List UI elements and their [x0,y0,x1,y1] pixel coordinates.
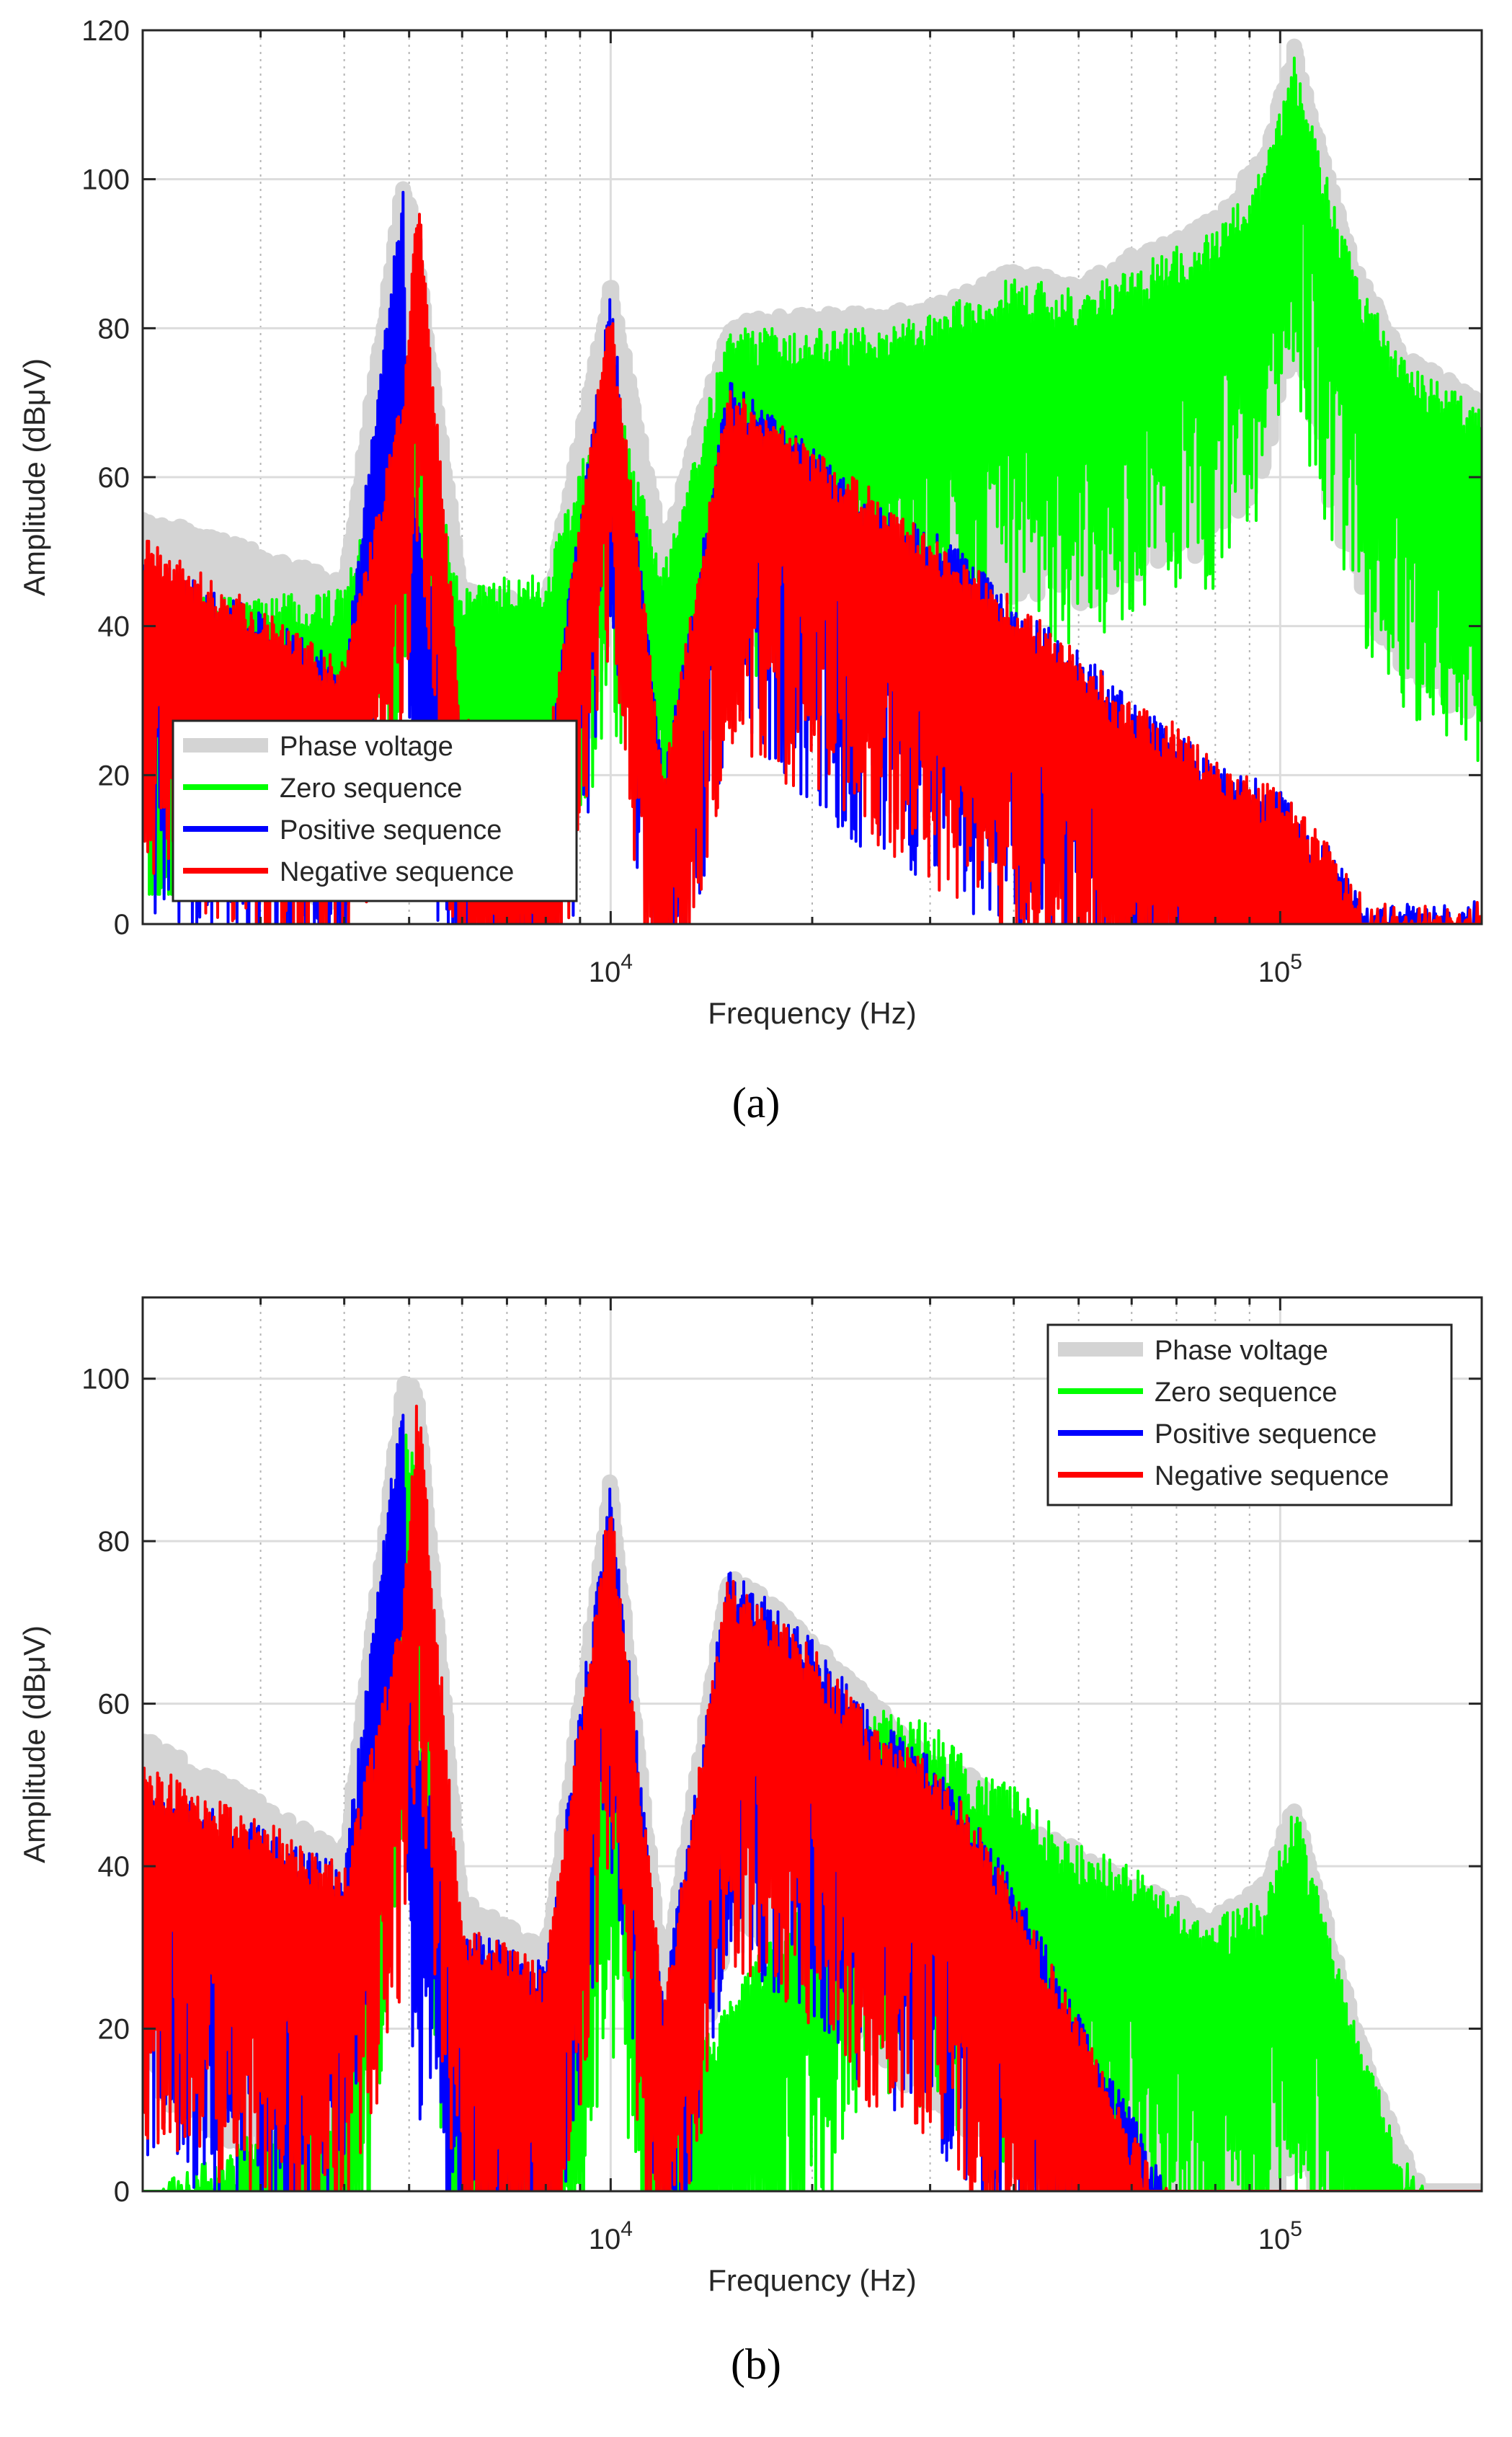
panel-label: (a) [732,1079,781,1127]
series-line-negative-sequence [143,213,1482,924]
legend-label: Positive sequence [1155,1419,1377,1450]
legend-label: Negative sequence [1155,1461,1389,1491]
legend-label: Zero sequence [280,773,463,804]
x-axis-label: Frequency (Hz) [708,996,916,1030]
series-line-negative-sequence [143,1404,1482,2191]
y-tick-label: 100 [81,1364,130,1395]
y-tick-label: 60 [98,1689,130,1721]
y-tick-label: 80 [98,313,130,345]
y-axis-label: Amplitude (dBμV) [17,1625,51,1863]
x-tick-base: 10 [589,956,621,988]
y-tick-label: 100 [81,164,130,196]
y-tick-label: 120 [81,15,130,47]
x-tick-exponent: 5 [1290,950,1302,974]
x-axis-label: Frequency (Hz) [708,2263,916,2297]
y-tick-label: 60 [98,462,130,494]
legend-label: Positive sequence [280,815,502,845]
legend: Phase voltage Zero sequence Positive seque… [1046,1323,1453,1506]
y-tick-label: 80 [98,1526,130,1558]
legend: Phase voltage Zero sequence Positive seque… [172,719,578,902]
x-tick-base: 10 [1258,956,1291,988]
x-tick-label: 105 [1258,2217,1302,2255]
legend-label: Phase voltage [1155,1336,1328,1366]
y-tick-label: 0 [114,909,130,941]
legend-label: Zero sequence [1155,1377,1338,1408]
y-axis-label: Amplitude (dBμV) [17,358,51,596]
x-tick-base: 10 [589,2224,621,2255]
y-tick-label: 20 [98,2014,130,2046]
x-tick-base: 10 [1258,2224,1291,2255]
x-tick-label: 105 [1258,950,1302,988]
legend-label: Phase voltage [280,732,453,762]
x-tick-label: 104 [589,950,633,988]
x-tick-exponent: 4 [621,2217,633,2241]
y-tick-label: 40 [98,611,130,643]
y-tick-label: 40 [98,1851,130,1883]
x-tick-exponent: 4 [621,950,633,974]
legend-label: Negative sequence [280,857,514,887]
y-tick-label: 0 [114,2176,130,2208]
panel-label: (b) [731,2340,781,2388]
x-tick-exponent: 5 [1290,2217,1302,2241]
y-tick-label: 20 [98,760,130,791]
x-tick-label: 104 [589,2217,633,2255]
